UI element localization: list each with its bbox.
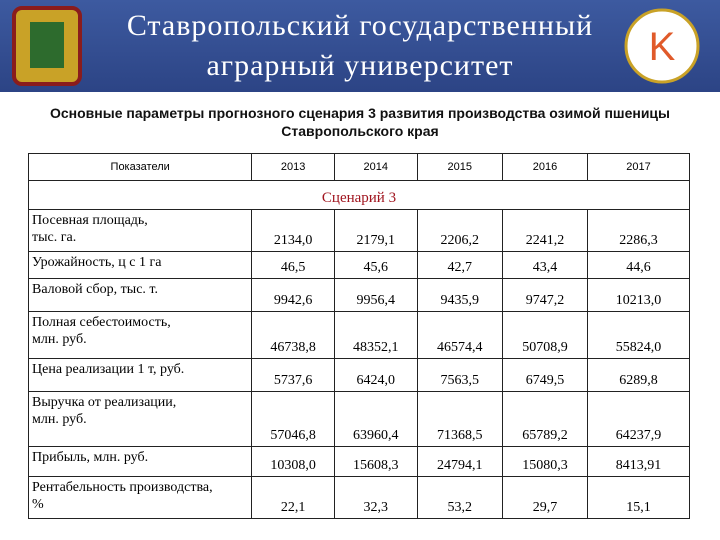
label-cell: Прибыль, млн. руб.	[27, 446, 253, 477]
label-cell: Полная себестоимость, млн. руб.	[27, 311, 253, 359]
value-cell: 2134,0	[251, 209, 335, 252]
value-cell: 15608,3	[333, 446, 418, 477]
row: Выручка от реализации, млн. руб. 57046,8 6…	[27, 391, 690, 447]
value-cell: 48352,1	[333, 311, 418, 359]
value-cell: 2206,2	[416, 209, 503, 252]
emblems: K	[12, 6, 700, 86]
value-cell: 9747,2	[501, 278, 589, 312]
row: Посевная площадь, тыс. га. 2134,0 2179,1 22…	[27, 209, 690, 252]
row: Полная себестоимость, млн. руб. 46738,8 48…	[27, 311, 690, 359]
label-cell: Рентабельность производства, %	[27, 476, 253, 519]
value-cell: 43,4	[501, 251, 589, 279]
value-cell: 46738,8	[251, 311, 335, 359]
scenario-row: Сценарий 3	[28, 180, 690, 210]
column-header: 2015	[416, 153, 503, 181]
row: Рентабельность производства, % 22,1 32,3 53…	[27, 476, 690, 519]
title-line: Ставропольский государственный	[126, 9, 594, 42]
value-cell: 29,7	[501, 476, 589, 519]
label-cell: Цена реализации 1 т, руб.	[27, 358, 253, 392]
label-cell: Выручка от реализации, млн. руб.	[27, 391, 253, 447]
row: Валовой сбор, тыс. т. 9942,6 9956,4 9435,9 9…	[27, 278, 690, 312]
value-cell: 8413,91	[587, 446, 690, 477]
value-cell: 46,5	[251, 251, 335, 279]
header-row: Показатели 2013 2014 2015 2016 2017	[27, 153, 690, 181]
value-cell: 9435,9	[416, 278, 503, 312]
value-cell: 32,3	[333, 476, 418, 519]
value-cell: 15,1	[587, 476, 690, 519]
value-cell: 65789,2	[501, 391, 589, 447]
subtitle: Основные параметры прогнозного сценария …	[50, 105, 670, 139]
table: Показатели 2013 2014 2015 2016 2017 Сценарий 3…	[27, 153, 690, 519]
column-header: 2014	[333, 153, 418, 181]
column-header: 2016	[501, 153, 589, 181]
column-header: 2013	[251, 153, 335, 181]
value-cell: 9942,6	[251, 278, 335, 312]
value-cell: 53,2	[416, 476, 503, 519]
value-cell: 2241,2	[501, 209, 589, 252]
value-cell: 45,6	[333, 251, 418, 279]
value-cell: 42,7	[416, 251, 503, 279]
value-cell: 46574,4	[416, 311, 503, 359]
value-cell: 7563,5	[416, 358, 503, 392]
value-cell: 2286,3	[587, 209, 690, 252]
svg-text:K: K	[649, 25, 676, 69]
value-cell: 15080,3	[501, 446, 589, 477]
column-header: 2017	[587, 153, 690, 181]
value-cell: 24794,1	[416, 446, 503, 477]
value-cell: 10213,0	[587, 278, 690, 312]
row: Прибыль, млн. руб. 10308,0 15608,3 24794,1 1…	[27, 446, 690, 477]
value-cell: 50708,9	[501, 311, 589, 359]
value-cell: 63960,4	[333, 391, 418, 447]
label-cell: Урожайность, ц с 1 га	[27, 251, 253, 279]
title: Ставропольский государственный аграрный у…	[100, 6, 620, 86]
column-header: Показатели	[27, 153, 253, 181]
label-cell: Посевная площадь, тыс. га.	[27, 209, 253, 252]
row: Цена реализации 1 т, руб. 5737,6 6424,0 756…	[27, 358, 690, 392]
header-band: K Ставропольский государственный аграрный…	[0, 0, 720, 92]
value-cell: 2179,1	[333, 209, 418, 252]
title-line: аграрный университет	[206, 49, 514, 82]
row: Урожайность, ц с 1 га 46,5 45,6 42,7 43,4 44,…	[27, 251, 690, 279]
value-cell: 22,1	[251, 476, 335, 519]
value-cell: 44,6	[587, 251, 690, 279]
value-cell: 5737,6	[251, 358, 335, 392]
value-cell: 55824,0	[587, 311, 690, 359]
value-cell: 9956,4	[333, 278, 418, 312]
scenario: Сценарий 3	[28, 180, 690, 210]
value-cell: 6424,0	[333, 358, 418, 392]
value-cell: 6749,5	[501, 358, 589, 392]
value-cell: 64237,9	[587, 391, 690, 447]
value-cell: 57046,8	[251, 391, 335, 447]
value-cell: 71368,5	[416, 391, 503, 447]
value-cell: 10308,0	[251, 446, 335, 477]
value-cell: 6289,8	[587, 358, 690, 392]
label-cell: Валовой сбор, тыс. т.	[27, 278, 253, 312]
